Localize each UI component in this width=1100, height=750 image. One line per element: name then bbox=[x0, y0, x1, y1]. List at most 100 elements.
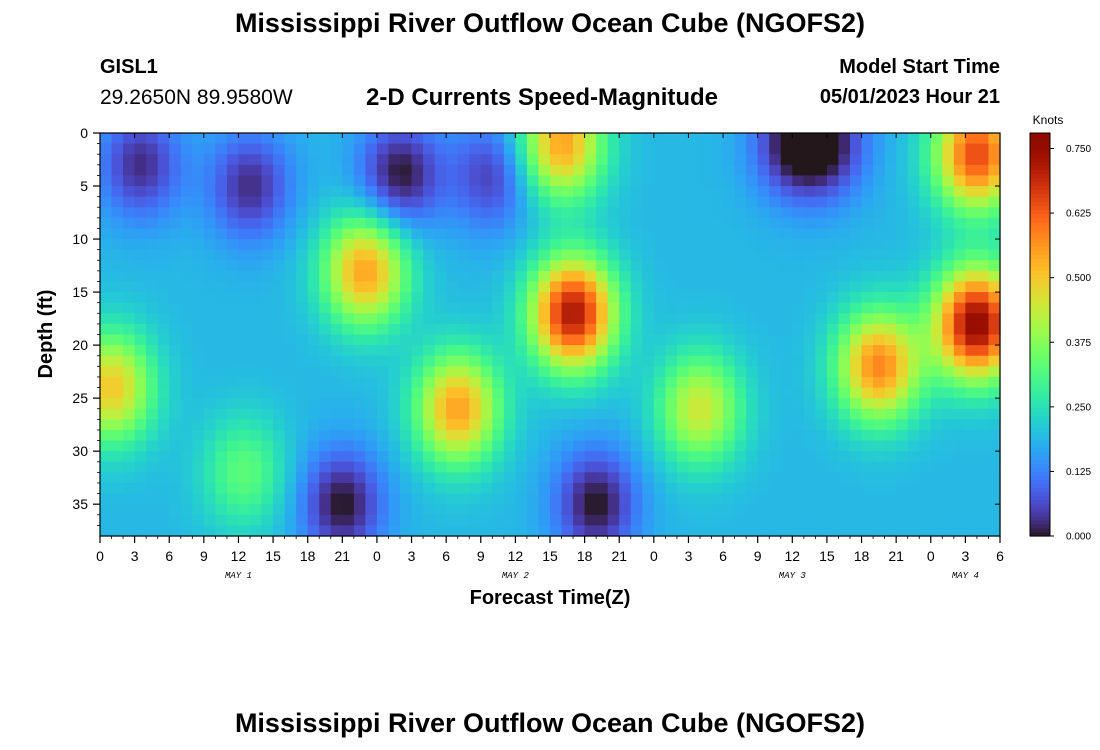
heatmap-cell bbox=[942, 504, 955, 516]
heatmap-cell bbox=[550, 472, 563, 484]
heatmap-cell bbox=[630, 292, 643, 304]
heatmap-cell bbox=[700, 133, 713, 145]
heatmap-cell bbox=[423, 376, 436, 389]
heatmap-cell bbox=[596, 493, 609, 505]
heatmap-cell bbox=[457, 398, 470, 410]
colorbar-swatch bbox=[1030, 499, 1050, 505]
heatmap-cell bbox=[492, 239, 505, 251]
heatmap-cell bbox=[157, 175, 170, 187]
heatmap-cell bbox=[157, 387, 170, 399]
heatmap-cell bbox=[446, 196, 459, 208]
heatmap-cell bbox=[423, 408, 436, 420]
heatmap-cell bbox=[111, 186, 124, 198]
heatmap-cell bbox=[307, 408, 320, 420]
heatmap-cell bbox=[653, 207, 666, 219]
heatmap-cell bbox=[826, 133, 840, 145]
heatmap-cell bbox=[850, 249, 863, 261]
heatmap-cell bbox=[123, 398, 136, 410]
heatmap-cell bbox=[607, 525, 620, 537]
heatmap-cell bbox=[319, 451, 332, 463]
heatmap-cell bbox=[988, 429, 1001, 442]
heatmap-cell bbox=[400, 143, 413, 155]
heatmap-cell bbox=[676, 504, 690, 516]
heatmap-cell bbox=[400, 175, 413, 187]
heatmap-cell bbox=[515, 292, 528, 304]
colorbar-swatch bbox=[1030, 229, 1050, 235]
heatmap-cell bbox=[792, 239, 805, 251]
heatmap-cell bbox=[619, 302, 632, 314]
heatmap-cell bbox=[134, 419, 147, 431]
colorbar-tick-label: 0.500 bbox=[1066, 273, 1091, 284]
heatmap-cell bbox=[215, 228, 228, 240]
heatmap-cell bbox=[457, 313, 470, 325]
heatmap-cell bbox=[861, 133, 874, 145]
heatmap-cell bbox=[203, 429, 216, 442]
heatmap-cell bbox=[930, 133, 943, 145]
heatmap-cell bbox=[157, 154, 170, 166]
heatmap-cell bbox=[434, 419, 447, 431]
heatmap-cell bbox=[157, 366, 170, 378]
heatmap-cell bbox=[250, 260, 263, 272]
heatmap-cell bbox=[457, 249, 470, 261]
heatmap-cell bbox=[619, 525, 632, 537]
heatmap-cell bbox=[123, 228, 136, 240]
heatmap-cell bbox=[503, 334, 516, 346]
heatmap-cell bbox=[296, 429, 309, 442]
heatmap-cell bbox=[307, 376, 320, 389]
heatmap-cell bbox=[769, 334, 782, 346]
x-tick-label: 12 bbox=[231, 548, 247, 564]
heatmap-cell bbox=[850, 440, 863, 452]
heatmap-cell bbox=[607, 355, 620, 367]
heatmap-cell bbox=[584, 482, 597, 495]
heatmap-cell bbox=[192, 313, 205, 325]
heatmap-cell bbox=[769, 281, 782, 293]
heatmap-cell bbox=[492, 313, 505, 325]
heatmap-cell bbox=[284, 260, 297, 272]
heatmap-cell bbox=[746, 482, 759, 495]
x-tick-label: 3 bbox=[685, 548, 693, 564]
heatmap-cell bbox=[873, 345, 886, 357]
heatmap-cell bbox=[665, 493, 678, 505]
heatmap-cell bbox=[861, 472, 874, 484]
heatmap-cell bbox=[492, 164, 505, 177]
heatmap-cell bbox=[330, 366, 343, 378]
heatmap-cell bbox=[757, 260, 770, 272]
heatmap-cell bbox=[584, 451, 597, 463]
heatmap-cell bbox=[457, 217, 470, 230]
heatmap-cell bbox=[307, 440, 320, 452]
heatmap-cell bbox=[734, 429, 747, 442]
heatmap-cell bbox=[665, 292, 678, 304]
heatmap-cell bbox=[792, 292, 805, 304]
heatmap-cell bbox=[930, 217, 943, 230]
heatmap-cell bbox=[515, 186, 528, 198]
heatmap-cell bbox=[757, 323, 770, 336]
heatmap-cell bbox=[850, 239, 863, 251]
heatmap-cell bbox=[400, 154, 413, 166]
heatmap-cell bbox=[215, 207, 228, 219]
heatmap-cell bbox=[273, 154, 286, 166]
heatmap-cell bbox=[907, 164, 920, 177]
colorbar-swatch bbox=[1030, 362, 1050, 368]
heatmap-cell bbox=[665, 525, 678, 537]
heatmap-cell bbox=[515, 419, 528, 431]
heatmap-cell bbox=[619, 228, 632, 240]
heatmap-cell bbox=[711, 493, 724, 505]
heatmap-cell bbox=[296, 260, 309, 272]
heatmap-cell bbox=[607, 313, 620, 325]
heatmap-cell bbox=[815, 175, 828, 187]
heatmap-cell bbox=[700, 376, 713, 389]
heatmap-cell bbox=[769, 482, 782, 495]
heatmap-cell bbox=[976, 196, 990, 208]
heatmap-cell bbox=[503, 376, 516, 389]
heatmap-cell bbox=[307, 154, 320, 166]
heatmap-cell bbox=[965, 387, 978, 399]
heatmap-cell bbox=[607, 514, 620, 526]
heatmap-cell bbox=[192, 387, 205, 399]
heatmap-cell bbox=[803, 270, 816, 283]
heatmap-cell bbox=[723, 472, 736, 484]
heatmap-cell bbox=[261, 376, 274, 389]
heatmap-cell bbox=[446, 355, 459, 367]
heatmap-cell bbox=[653, 376, 666, 389]
heatmap-cell bbox=[873, 260, 886, 272]
heatmap-cell bbox=[942, 260, 955, 272]
